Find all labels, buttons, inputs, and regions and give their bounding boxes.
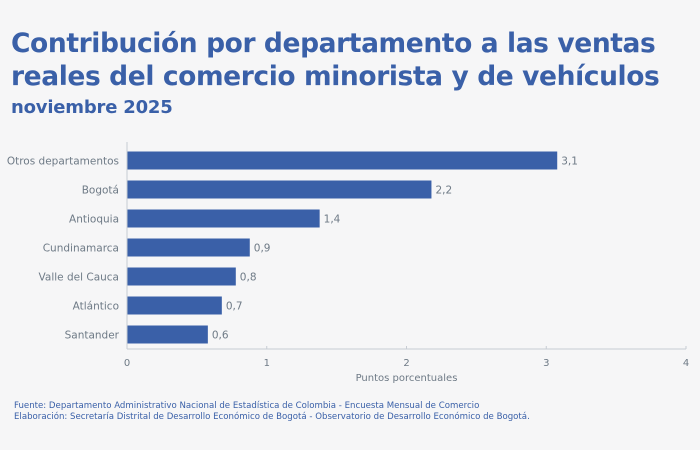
data-label: 2,2	[435, 185, 452, 197]
bar	[127, 267, 236, 286]
data-label: 3,1	[561, 156, 578, 168]
data-label: 0,9	[254, 243, 271, 255]
source-note: Fuente: Departamento Administrativo Naci…	[14, 401, 530, 423]
data-label: 0,6	[212, 330, 229, 342]
category-label: Otros departamentos	[7, 156, 119, 168]
data-label: 0,7	[226, 301, 243, 313]
x-axis: 0 1 2 3 4 Puntos porcentuales	[124, 142, 689, 384]
data-label: 1,4	[324, 214, 341, 226]
bars-group: Otros departamentos 3,1 Bogotá 2,2 Antioquia…	[7, 151, 578, 344]
data-label: 0,8	[240, 272, 257, 284]
chart-subtitle: noviembre 2025	[11, 97, 173, 118]
chart-title: Contribución por departamento a las vent…	[11, 28, 660, 92]
bar-chart: Otros departamentos 3,1 Bogotá 2,2 Antioquia…	[7, 142, 689, 384]
category-label: Cundinamarca	[43, 243, 119, 255]
x-tick-label: 0	[124, 358, 130, 369]
category-label: Bogotá	[82, 185, 119, 197]
x-axis-title: Puntos porcentuales	[356, 373, 458, 384]
x-tick-label: 3	[543, 358, 549, 369]
x-tick-label: 1	[264, 358, 270, 369]
bar	[127, 325, 208, 344]
bar	[127, 180, 432, 199]
category-label: Valle del Cauca	[39, 272, 119, 284]
x-tick-label: 2	[403, 358, 409, 369]
bar	[127, 151, 558, 170]
category-label: Antioquia	[69, 214, 119, 226]
x-tick-label: 4	[683, 358, 689, 369]
bar	[127, 296, 222, 315]
category-label: Atlántico	[73, 301, 119, 313]
elaboration-line: Elaboración: Secretaría Distrital de Des…	[14, 412, 530, 422]
category-label: Santander	[65, 330, 120, 342]
source-line: Fuente: Departamento Administrativo Naci…	[14, 401, 480, 411]
bar	[127, 238, 250, 257]
bar	[127, 209, 320, 228]
